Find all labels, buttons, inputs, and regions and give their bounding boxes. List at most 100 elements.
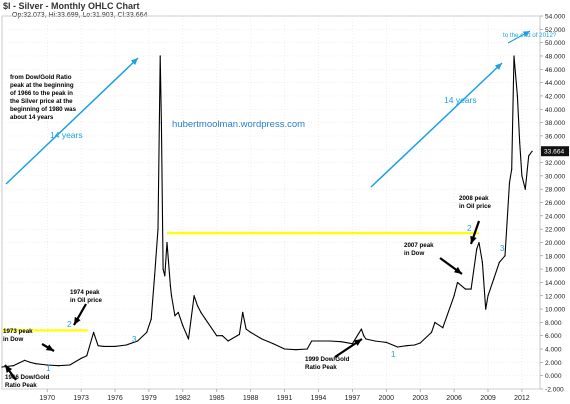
price-point	[193, 295, 195, 297]
y-tick-label: 24.000	[545, 213, 566, 220]
y-tick-label: 8.000	[545, 320, 562, 327]
x-tick-label: 1985	[209, 395, 225, 402]
price-point	[272, 343, 274, 345]
annotation-line: in Oil price	[70, 297, 103, 304]
price-point	[531, 150, 533, 152]
annotation-line: the Silver price at the	[10, 98, 73, 105]
price-point	[434, 321, 436, 323]
annotation-line: peak at the beginning	[10, 82, 74, 89]
price-point	[57, 365, 60, 367]
y-tick-label: 0.000	[545, 373, 562, 380]
price-point	[363, 335, 365, 337]
price-point	[159, 55, 161, 57]
price-point	[227, 340, 229, 342]
annotation-line: in Dow	[404, 250, 424, 257]
wave-label: 1	[46, 364, 51, 373]
annotation-line: 2008 peak	[459, 195, 489, 202]
y-tick-label: 22.000	[545, 227, 566, 234]
x-tick-label: 1979	[141, 395, 157, 402]
price-point	[396, 346, 399, 348]
y-tick-label: 54.000	[545, 14, 566, 21]
annotation-1999-dowgold: 1999 Dow/Gold Ratio Peak	[305, 356, 350, 371]
price-point	[150, 318, 152, 320]
chart-title: $I - Silver - Monthly OHLC Chart	[3, 1, 140, 11]
y-tick-label: 6.000	[545, 333, 562, 340]
price-point	[487, 295, 489, 297]
price-point	[153, 275, 156, 277]
y-tick-label: 26.000	[545, 200, 566, 207]
y-tick-label: 20.000	[545, 240, 566, 247]
price-point	[360, 328, 363, 330]
pointer-dow-1973-head	[45, 344, 54, 351]
price-point	[86, 355, 88, 357]
price-point	[513, 55, 515, 57]
price-point	[157, 228, 159, 230]
y-tick-label: 18.000	[545, 253, 566, 260]
price-point	[12, 365, 14, 367]
x-tick-label: 1976	[107, 395, 123, 402]
y-tick-label: 48.000	[545, 53, 566, 60]
price-point	[456, 281, 459, 284]
y-tick-label: 44.000	[545, 80, 566, 87]
annotation-line: about 14 years	[10, 114, 54, 121]
y-tick-label: 2.000	[545, 360, 562, 367]
price-line	[1, 55, 533, 368]
price-point	[493, 278, 495, 280]
price-point	[238, 333, 240, 335]
price-point	[187, 338, 190, 340]
price-point	[519, 141, 521, 144]
x-tick-label: 1973	[73, 395, 89, 402]
x-tick-label: 1988	[243, 395, 259, 402]
price-point	[46, 364, 48, 366]
price-point	[340, 341, 342, 343]
y-tick-label: 36.000	[545, 133, 566, 140]
price-point	[511, 168, 513, 170]
annotation-line: 14 years	[50, 130, 83, 140]
pointer-oil-1974-head	[74, 316, 81, 325]
price-point	[406, 345, 408, 347]
y-tick-label: 12.000	[545, 293, 566, 300]
watermark: hubertmoolman.wordpress.com	[172, 119, 305, 130]
annotation-line: from Dow/Gold Ratio	[10, 74, 72, 81]
x-tick-label: 2006	[446, 395, 462, 402]
annotation-line: Ratio Peak	[305, 364, 337, 371]
wave-label: 1	[391, 350, 396, 359]
annotation-end-of-2012: to the end of 2012?	[503, 32, 557, 39]
price-point	[1, 366, 3, 368]
y-tick-label: 42.000	[545, 93, 566, 100]
price-point	[413, 344, 416, 346]
price-point	[177, 311, 179, 314]
annotation-1966-dowgold: 1966 Dow/Gold Ratio Peak	[5, 374, 50, 389]
price-point	[164, 275, 166, 277]
price-point	[29, 361, 31, 363]
annotation-line: 1974 peak	[70, 289, 100, 296]
annotation-line: 1966 Dow/Gold	[5, 374, 50, 381]
annotation-line: to the end of 2012?	[503, 32, 557, 39]
y-tick-label: 14.000	[545, 280, 566, 287]
price-point	[103, 345, 105, 347]
price-point	[242, 311, 244, 314]
price-point	[160, 121, 162, 124]
annotation-line: in Dow	[3, 336, 23, 343]
price-point	[200, 311, 202, 314]
annotation-line: in Oil price	[459, 203, 492, 210]
annotation-line: 1973 peak	[3, 328, 33, 335]
x-tick-label: 1982	[175, 395, 191, 402]
price-point	[524, 188, 526, 190]
blue-arrow-1999-2012-head	[494, 63, 502, 70]
price-point	[442, 327, 444, 329]
x-tick-label: 2000	[378, 395, 394, 402]
price-point	[283, 348, 286, 350]
price-point	[182, 325, 184, 327]
price-point	[137, 340, 139, 342]
price-point	[498, 261, 500, 264]
annotation-dowgold-14years: from Dow/Gold Ratio peak at the beginning…	[10, 74, 77, 121]
price-point	[516, 95, 518, 97]
x-tick-label: 1994	[311, 395, 327, 402]
annotation-line: of 1966 to the peak in	[10, 90, 73, 97]
blue-arrow-end-2012-head	[522, 31, 530, 37]
annotation-line: Ratio Peak	[5, 382, 37, 389]
price-point	[97, 345, 99, 347]
x-tick-label: 1997	[345, 395, 361, 402]
